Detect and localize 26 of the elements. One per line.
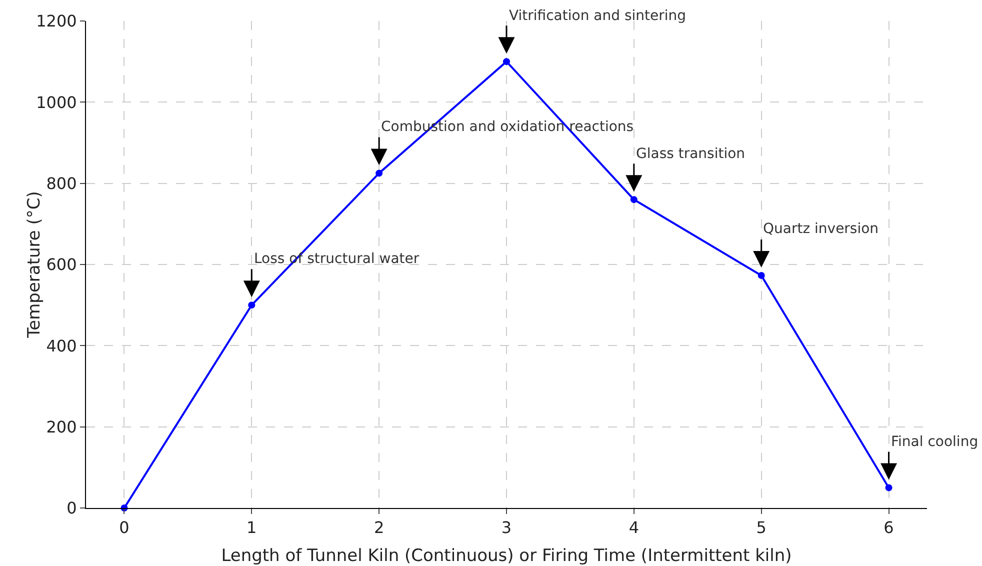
- point: [758, 272, 765, 279]
- x-tick-label: 1: [246, 518, 257, 538]
- x-tick-label: 4: [628, 518, 640, 538]
- point: [248, 302, 256, 309]
- annotation: Vitrification and sintering: [509, 8, 686, 24]
- x-tick-label: 6: [884, 518, 894, 538]
- point: [885, 484, 892, 492]
- x-tick-label: 2: [374, 518, 384, 538]
- annotation: Quartz inversion: [763, 221, 879, 237]
- point: [376, 170, 383, 177]
- x-tick-label: 3: [501, 518, 512, 538]
- y-tick-label: 600: [46, 255, 77, 274]
- y-tick-label: 1200: [36, 12, 77, 31]
- annotation: Glass transition: [636, 146, 746, 162]
- x-axis-title: Length of Tunnel Kiln (Continuous) or Firing Time (Intermittent kiln): [221, 546, 792, 566]
- annotation: Final cooling: [891, 434, 978, 450]
- y-tick-label: 0: [66, 498, 77, 518]
- y-tick-label: 800: [46, 174, 77, 193]
- point: [630, 196, 638, 204]
- y-tick-label: 400: [46, 336, 77, 356]
- y-tick-label: 1000: [36, 92, 77, 112]
- y-tick-label: 200: [46, 417, 77, 436]
- point: [503, 58, 510, 66]
- x-tick-label: 0: [119, 518, 130, 538]
- x-tick-label: 5: [756, 518, 766, 538]
- y-axis-title: Temperature (°C): [24, 191, 44, 339]
